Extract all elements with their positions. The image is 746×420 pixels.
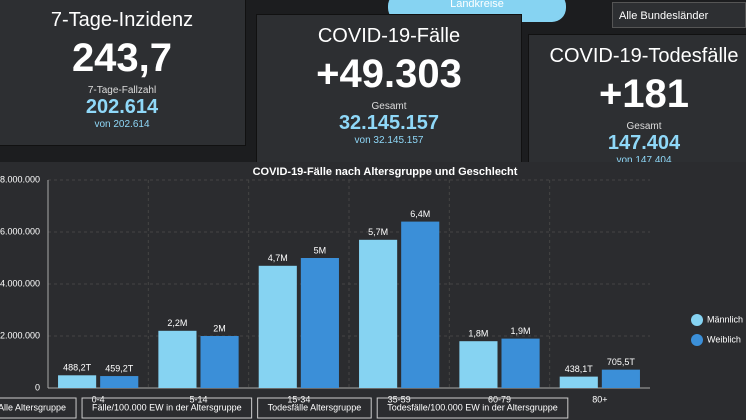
card: COVID-19-Fälle +49.303 Gesamt 32.145.157 vo… [256, 14, 522, 170]
card-main: 243,7 [71, 36, 173, 80]
card-main: +49.303 [316, 52, 462, 96]
card-sub-label: Gesamt [371, 101, 407, 112]
bar [559, 376, 598, 388]
card-title: COVID-19-Fälle [317, 25, 461, 47]
chart-title: COVID-19-Fälle nach Altersgruppe und Ges… [253, 166, 518, 178]
value-label: 2M [213, 323, 226, 333]
bar [401, 221, 440, 388]
bar [58, 375, 97, 388]
card-sub-note: von 147.404 [616, 155, 672, 166]
value-label: 2,2M [167, 318, 187, 328]
y-tick-label: 0 [35, 382, 40, 392]
legend-marker [691, 334, 703, 346]
y-tick-label: 4.000.000 [0, 278, 40, 288]
value-label: 6,4M [410, 209, 430, 219]
x-tick-label: 5-14 [189, 394, 207, 404]
card-main: +181 [598, 72, 690, 116]
bar [459, 341, 498, 388]
value-label: 1,9M [511, 326, 531, 336]
value-label: 438,1T [565, 364, 594, 374]
legend-label: Weiblich [707, 334, 741, 344]
x-tick-label: 80+ [592, 394, 607, 404]
card-sub-value: 202.614 [85, 96, 159, 118]
bar [158, 330, 197, 388]
bar [100, 376, 139, 388]
x-tick-label: 15-34 [287, 394, 310, 404]
bar [601, 369, 640, 388]
card-sub-note: von 202.614 [94, 119, 150, 130]
chart: COVID-19-Fälle nach Altersgruppe und Ges… [0, 162, 746, 420]
tab-border [376, 397, 569, 419]
card: 7-Tage-Inzidenz 243,7 7-Tage-Fallzahl 202.… [0, 0, 246, 146]
value-label: 459,2T [105, 363, 134, 373]
tab[interactable]: Alle Altersgruppe [0, 402, 66, 412]
value-label: 5M [314, 245, 327, 255]
y-tick-label: 2.000.000 [0, 330, 40, 340]
value-label: 5,7M [368, 227, 388, 237]
x-tick-label: 60-79 [488, 394, 511, 404]
tab[interactable]: Todesfälle Altersgruppe [268, 402, 362, 412]
legend-marker [691, 314, 703, 326]
tab-border [81, 397, 253, 419]
card-sub-label: 7-Tage-Fallzahl [87, 85, 157, 96]
card-title: COVID-19-Todesfälle [549, 45, 739, 67]
tab-border [0, 397, 77, 419]
card-sub-value: 32.145.157 [338, 112, 440, 134]
y-tick-label: 6.000.000 [0, 226, 40, 236]
value-label: 705,5T [607, 357, 636, 367]
tab-border [257, 397, 372, 419]
x-tick-label: 0-4 [92, 394, 105, 404]
y-tick-label: 8.000.000 [0, 174, 40, 184]
tab[interactable]: Fälle/100.000 EW in der Altersgruppe [92, 402, 242, 412]
card-sub-value: 147.404 [607, 132, 681, 154]
card-title: 7-Tage-Inzidenz [50, 9, 194, 31]
tab[interactable]: Todesfälle/100.000 EW in der Altersgrupp… [387, 402, 558, 412]
bar [359, 239, 398, 388]
bar [258, 265, 297, 388]
dropdown[interactable]: Alle Bundesländer [612, 2, 746, 28]
value-label: 4,7M [268, 253, 288, 263]
bar [200, 336, 239, 388]
card-sub-note: von 32.145.157 [354, 135, 424, 146]
value-label: 1,8M [468, 329, 488, 339]
x-tick-label: 35-59 [388, 394, 411, 404]
bar [501, 338, 540, 388]
legend-label: Männlich [707, 314, 743, 324]
card: COVID-19-Todesfälle +181 Gesamt 147.404 von… [528, 34, 746, 188]
bar [300, 258, 339, 388]
value-label: 488,2T [63, 363, 92, 373]
card-sub-label: Gesamt [626, 121, 662, 132]
